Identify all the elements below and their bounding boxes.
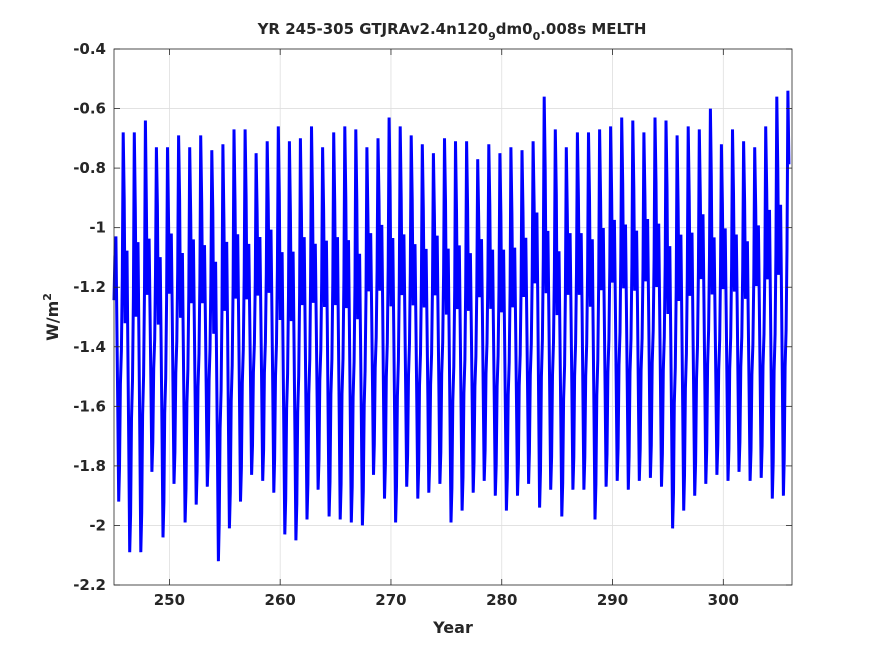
plot-area-frame <box>113 48 793 586</box>
chart-title: YR 245-305 GTJRAv2.4n1209dm00.008s MELTH <box>257 20 647 43</box>
x-tick-label: 290 <box>597 591 628 609</box>
y-tick-label: -1.4 <box>73 338 106 356</box>
x-tick-label: 280 <box>486 591 517 609</box>
y-tick-label: -1 <box>89 219 106 237</box>
y-tick-label: -0.4 <box>73 40 106 58</box>
y-tick-label: -2 <box>89 516 106 534</box>
y-tick-label: -2.2 <box>73 576 106 594</box>
x-axis-label: Year <box>432 618 473 637</box>
y-tick-label: -1.8 <box>73 457 106 475</box>
x-tick-label: 300 <box>708 591 739 609</box>
y-tick-label: -1.6 <box>73 397 106 415</box>
axis-ticks: 250 260 270 280 290 300 -0.4 -0.6 -0.8 -1 -1.2 -1.4… <box>73 40 792 609</box>
series-line <box>112 90 791 562</box>
x-tick-label: 250 <box>154 591 185 609</box>
data-series-group <box>112 90 791 562</box>
y-tick-label: -0.6 <box>73 100 106 118</box>
y-tick-label: -1.2 <box>73 278 106 296</box>
y-axis-label: W/m2 <box>41 293 62 341</box>
y-tick-label: -0.8 <box>73 159 106 177</box>
x-tick-label: 260 <box>265 591 296 609</box>
x-tick-label: 270 <box>375 591 406 609</box>
